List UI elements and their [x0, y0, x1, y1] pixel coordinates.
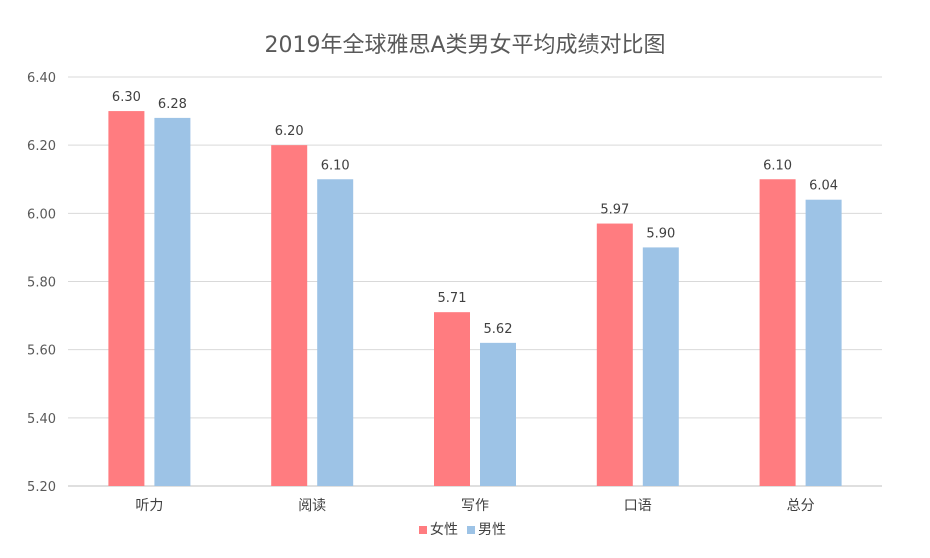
x-axis-categories: 听力 阅读 写作 口语 总分 [135, 497, 814, 514]
y-tick-label: 5.20 [27, 480, 56, 495]
legend-swatch [467, 526, 475, 534]
x-category-label: 阅读 [298, 497, 326, 514]
legend-label: 女性 [430, 521, 458, 538]
bar [805, 199, 842, 486]
bar [642, 247, 679, 486]
bar [108, 111, 145, 486]
data-label: 6.10 [763, 158, 792, 173]
y-tick-label: 5.40 [27, 412, 56, 427]
data-label: 5.62 [484, 322, 513, 337]
bar [271, 145, 308, 486]
data-label: 5.90 [646, 226, 675, 241]
bars [108, 111, 842, 487]
y-tick-label: 5.80 [27, 276, 56, 291]
legend-swatch [419, 526, 427, 534]
x-category-label: 写作 [461, 498, 489, 514]
data-label: 5.97 [600, 203, 629, 218]
bar [759, 179, 796, 486]
y-tick-label: 6.00 [27, 207, 56, 222]
bar [596, 223, 633, 486]
x-category-label: 口语 [624, 498, 652, 514]
chart-title: 2019年全球雅思A类男女平均成绩对比图 [264, 33, 665, 58]
grid-lines [68, 76, 882, 487]
bar [317, 179, 354, 486]
data-label: 6.04 [809, 179, 838, 194]
bar [434, 312, 470, 486]
y-tick-label: 6.40 [27, 71, 56, 86]
bar [154, 117, 191, 487]
x-category-label: 听力 [135, 498, 163, 514]
y-tick-label: 5.60 [27, 344, 56, 359]
data-label: 6.20 [275, 124, 304, 139]
data-label: 6.30 [112, 90, 141, 105]
data-label: 5.71 [438, 291, 467, 306]
data-label: 6.10 [321, 158, 350, 173]
data-label: 6.28 [158, 97, 187, 112]
x-category-label: 总分 [787, 498, 815, 514]
bar [480, 342, 516, 486]
legend-label: 男性 [478, 522, 506, 538]
legend: 女性 男性 [419, 521, 506, 538]
y-axis-ticks: 5.20 5.40 5.60 5.80 6.00 6.20 6.40 [27, 71, 56, 495]
y-tick-label: 6.20 [27, 139, 56, 154]
data-labels: 6.30 6.28 6.20 6.10 5.71 5.62 5.97 5.90 6.10 6.04 [112, 90, 838, 337]
